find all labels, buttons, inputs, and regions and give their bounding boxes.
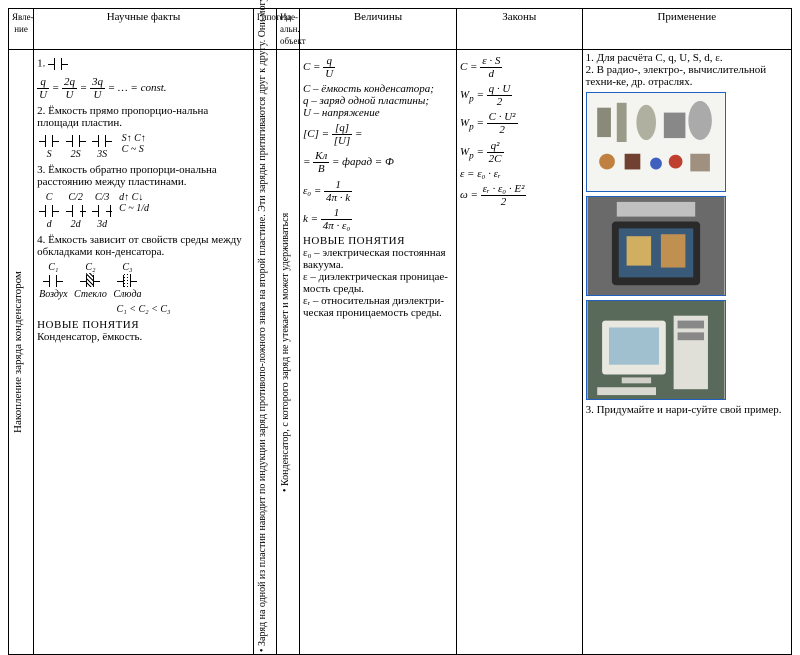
physics-table: Явле- ние Научные факты Гипотеза Иде- ал… xyxy=(8,8,792,655)
hdr-laws: Законы xyxy=(456,9,582,50)
law-omega: ω = εᵣ · ε₀ · E²2 xyxy=(460,183,579,208)
u-def: U – напряжение xyxy=(303,107,453,119)
app-item1: 1. Для расчёта C, q, U, S, d, ε. xyxy=(586,52,788,64)
fact-2: 2. Ёмкость прямо пропорцио-нальна площад… xyxy=(37,105,250,129)
eps-def: ε – диэлектрическая проницае-мость среды… xyxy=(303,271,453,295)
fact-4: 4. Ёмкость зависит от свойств среды межд… xyxy=(37,234,250,258)
cell-laws: C = ε · Sd Wp = q · U2 Wp = C · U²2 Wp =… xyxy=(456,50,582,655)
formula-unit-c: [C] = [q][U] = xyxy=(303,122,453,147)
cell-phenomenon: Накопление заряда конденсатором xyxy=(9,50,34,655)
cell-facts: 1. qU = 2qU = 3qU = … = const. 2. Ёмкост… xyxy=(34,50,254,655)
cell-ideal: • Конденсатор, с которого заряд не утека… xyxy=(276,50,299,655)
hdr-application: Применение xyxy=(582,9,791,50)
facts-new-concepts-title: НОВЫЕ ПОНЯТИЯ xyxy=(37,319,250,331)
formula-eps0: ε₀ = 14π · k xyxy=(303,179,453,204)
law-eps: ε = ε₀ · εᵣ xyxy=(460,168,579,180)
hdr-ideal: Иде- альн. объект xyxy=(276,9,299,50)
fact1-formula: qU = 2qU = 3qU = … = const. xyxy=(37,76,250,101)
fact1-num: 1. xyxy=(37,58,45,70)
cell-quantities: C = qU C – ёмкость конденсатора; q – зар… xyxy=(299,50,456,655)
hypothesis-text: • Заряд на одной из пластин наводит по и… xyxy=(257,52,268,652)
eps0-def: ε₀ – электрическая постоянная вакуума. xyxy=(303,247,453,271)
c-def: C – ёмкость конденсатора; xyxy=(303,83,453,95)
diagram-medium: C₁Воздух C₂Стекло C₃Слюда xyxy=(37,262,250,300)
const-text: = … = const. xyxy=(108,82,167,94)
photo-computer xyxy=(586,300,726,400)
hdr-quantities: Величины xyxy=(299,9,456,50)
app-item3: 3. Придумайте и нари-суйте свой пример. xyxy=(586,404,788,416)
q-def: q – заряд одной пластины; xyxy=(303,95,453,107)
fact-3: 3. Ёмкость обратно пропорци-ональна расс… xyxy=(37,164,250,188)
diagram-distance: Cd C/22d C/33d d↑ C↓ C ~ 1/d xyxy=(37,192,250,230)
diagram-area: S 2S 3S S↑ C↑ C ~ S xyxy=(37,133,250,160)
law-wp2: Wp = C · U²2 xyxy=(460,111,579,136)
cell-application: 1. Для расчёта C, q, U, S, d, ε. 2. В ра… xyxy=(582,50,791,655)
phenomenon-text: Накопление заряда конденсатором xyxy=(12,52,24,652)
fact-1: 1. xyxy=(37,56,250,72)
photo-tv xyxy=(586,196,726,296)
hdr-facts: Научные факты xyxy=(34,9,254,50)
law-wp1: Wp = q · U2 xyxy=(460,83,579,108)
hdr-phenomenon: Явле- ние xyxy=(9,9,34,50)
cell-hypothesis: • Заряд на одной из пластин наводит по и… xyxy=(253,50,276,655)
media-relation: C₁ < C₂ < C₃ xyxy=(37,304,250,315)
photo-capacitors xyxy=(586,92,726,192)
content-row: Накопление заряда конденсатором 1. qU = … xyxy=(9,50,792,655)
law-wp3: Wp = q²2C xyxy=(460,140,579,165)
capacitor-icon xyxy=(48,56,68,72)
facts-new-concepts: Конденсатор, ёмкость. xyxy=(37,331,250,343)
formula-farad: = КлВ = фарад = Ф xyxy=(303,150,453,175)
formula-c-qu: C = qU xyxy=(303,55,453,80)
epsr-def: εᵣ – относительная диэлектри-ческая прон… xyxy=(303,295,453,319)
ideal-text: • Конденсатор, с которого заряд не утека… xyxy=(280,52,291,652)
app-item2: 2. В радио-, электро-, вычислительной те… xyxy=(586,64,788,88)
formula-k: k = 14π · ε₀ xyxy=(303,207,453,232)
quant-new-concepts-title: НОВЫЕ ПОНЯТИЯ xyxy=(303,235,453,247)
law-c: C = ε · Sd xyxy=(460,55,579,80)
farad-label: = фарад = Ф xyxy=(332,157,394,169)
header-row: Явле- ние Научные факты Гипотеза Иде- ал… xyxy=(9,9,792,50)
